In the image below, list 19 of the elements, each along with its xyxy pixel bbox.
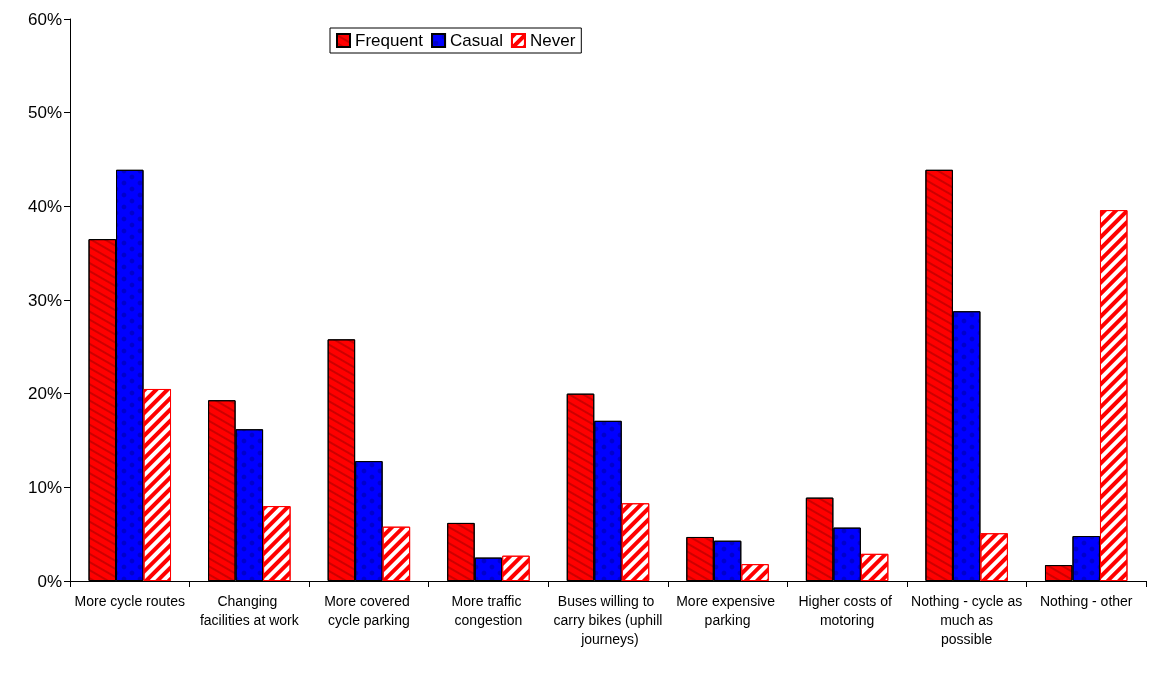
y-tick-label: 40% [27, 196, 62, 216]
y-tick-label: 0% [37, 571, 62, 591]
x-tick-label: More expensive parking [676, 592, 779, 628]
x-tick-label: Nothing - other [1039, 592, 1133, 609]
x-tick-label: Nothing - cycle as much as possible [911, 592, 1023, 647]
x-tick-label: Higher costs of motoring [798, 592, 896, 628]
legend-label: Frequent [355, 31, 424, 50]
x-tick-label: Changing facilities at work [199, 592, 300, 628]
x-tick-label: More traffic congestion [451, 592, 526, 628]
x-tick-label: Buses willing to carry bikes (uphill journeys) [553, 592, 663, 647]
x-tick-label: More covered cycle parking [324, 592, 414, 628]
y-tick-label: 20% [27, 384, 62, 404]
x-tick-label: More cycle routes [74, 592, 186, 609]
y-tick-label: 60% [27, 9, 62, 29]
y-tick-label: 10% [27, 477, 62, 497]
y-tick-label: 30% [27, 290, 62, 310]
legend-label: Casual [450, 31, 503, 50]
y-tick-label: 50% [27, 103, 62, 123]
legend-label: Never [529, 31, 576, 50]
